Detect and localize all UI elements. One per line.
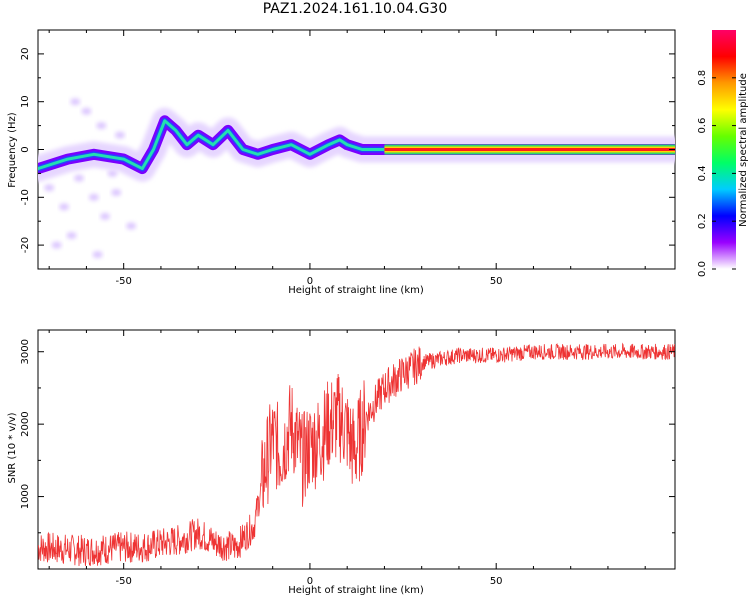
spectrogram-blob — [51, 241, 62, 249]
spectrogram-blob — [107, 169, 118, 177]
colorbar-label: Normalized spectral amplitude — [738, 73, 749, 227]
colorbar-tick-label: 0.8 — [697, 70, 708, 86]
colorbar-gradient — [712, 30, 736, 269]
snr-x-tick-label: -50 — [116, 576, 132, 587]
colorbar: 0.0 0.2 0.4 0.6 0.8 Normalized spectral ampl… — [697, 30, 749, 277]
spectrogram-x-tick-label: 50 — [490, 276, 503, 287]
snr-axes: -50 0 50 1000 2000 3000 — [20, 330, 675, 587]
snr-panel: -50 0 50 1000 2000 3000 Height of straight li… — [7, 329, 676, 596]
snr-y-tick-label: 2000 — [20, 411, 31, 436]
snr-y-tick-label: 3000 — [20, 339, 31, 364]
spectrogram-axes: -50 0 50 20 10 0 -10 -20 — [20, 29, 675, 287]
snr-x-axis-label: Height of straight line (km) — [288, 585, 424, 596]
spectrogram-blob — [126, 222, 137, 230]
spectrogram-x-tick-label: -50 — [116, 276, 132, 287]
spectrogram-ridge-core — [38, 119, 675, 171]
spectrogram-y-tick-label: -20 — [20, 237, 31, 253]
snr-x-tick-label: 50 — [490, 576, 503, 587]
spectrogram-blob — [114, 131, 125, 139]
spectrogram-blob — [96, 122, 107, 130]
colorbar-tick-label: 0.2 — [697, 213, 708, 229]
snr-marks — [38, 342, 675, 567]
spectrogram-y-tick-label: -10 — [20, 189, 31, 205]
spectrogram-y-axis-label: Frequency (Hz) — [7, 112, 18, 188]
snr-x-tick-label: 0 — [307, 576, 313, 587]
spectrogram-blob — [66, 232, 77, 240]
chart-title: PAZ1.2024.161.10.04.G30 — [262, 1, 448, 17]
spectrogram-y-tick-label: 10 — [20, 95, 31, 108]
spectrogram-x-tick-label: 0 — [307, 276, 313, 287]
colorbar-tick-label: 0.4 — [697, 165, 708, 181]
colorbar-tick-label: 0.6 — [697, 118, 708, 134]
colorbar-ticks: 0.0 0.2 0.4 0.6 0.8 — [697, 70, 736, 277]
spectrogram-x-axis-label: Height of straight line (km) — [288, 285, 424, 296]
spectrogram-blob — [73, 174, 84, 182]
spectrogram-blob — [92, 251, 103, 259]
spectrogram-y-tick-label: 0 — [20, 146, 31, 152]
spectrogram-blob — [44, 184, 55, 192]
colorbar-tick-label: 0.0 — [697, 261, 708, 277]
spectrogram-marks — [38, 98, 675, 259]
spectrogram-panel: -50 0 50 20 10 0 -10 -20 Height of straight lin… — [7, 29, 676, 296]
spectrogram-blob — [59, 203, 70, 211]
snr-y-axis-label: SNR (10 * v/v) — [7, 412, 18, 483]
spectrogram-blob — [100, 212, 111, 220]
snr-line — [38, 342, 675, 567]
spectrogram-blob — [111, 189, 122, 197]
spectrogram-y-tick-label: 20 — [20, 48, 31, 61]
spectrogram-tone-core — [384, 148, 675, 151]
spectrogram-blob — [88, 193, 99, 201]
snr-y-tick-label: 1000 — [20, 484, 31, 509]
spectrogram-blob — [81, 107, 92, 115]
spectrogram-blob — [70, 98, 81, 106]
